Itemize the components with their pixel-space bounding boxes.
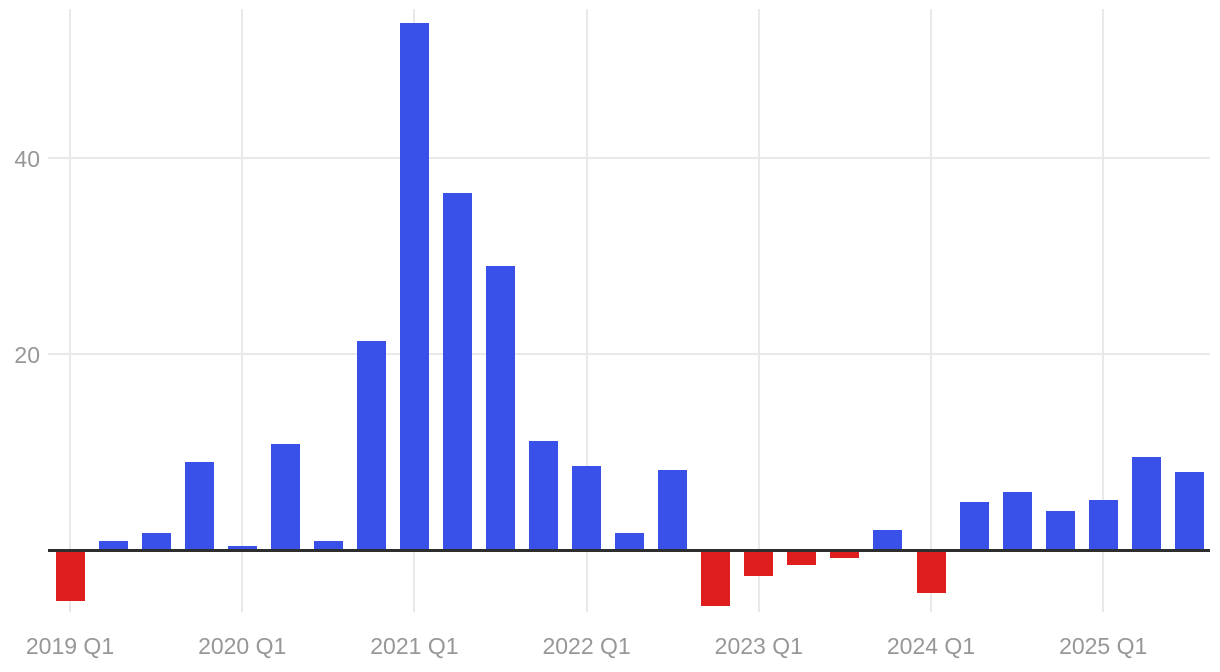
hgridline-20	[48, 353, 1210, 355]
x-tick-label: 2020 Q1	[198, 633, 287, 659]
y-tick-label: 40	[14, 145, 40, 172]
bar-2024-Q3	[1002, 491, 1032, 551]
bar-2025-Q3	[1174, 472, 1204, 551]
bar-2024-Q4	[1045, 511, 1075, 551]
bar-2023-Q2	[787, 550, 817, 566]
bar-2023-Q1	[744, 550, 774, 576]
bar-2019-Q4	[184, 462, 214, 551]
bar-2022-Q4	[701, 550, 731, 607]
bar-2022-Q2	[615, 532, 645, 551]
x-tick-label: 2025 Q1	[1059, 633, 1148, 659]
bar-2019-Q3	[141, 532, 171, 551]
bar-2020-Q2	[270, 443, 300, 551]
bar-2022-Q1	[572, 466, 602, 551]
bar-2021-Q4	[529, 440, 559, 551]
bar-2023-Q4	[873, 529, 903, 551]
bar-2019-Q1	[55, 550, 85, 602]
bar-2021-Q2	[442, 192, 472, 551]
bar-2023-Q3	[830, 550, 860, 559]
bar-2025-Q1	[1088, 499, 1118, 551]
vgridline-2024	[930, 9, 932, 612]
bar-2024-Q2	[959, 502, 989, 551]
bar-2020-Q4	[356, 340, 386, 551]
bar-2020-Q1	[227, 545, 257, 551]
vgridline-2022	[585, 9, 588, 612]
x-tick-label: 2022 Q1	[542, 633, 631, 659]
vgridline-2019	[69, 9, 71, 612]
vgridline-2023	[757, 9, 760, 612]
bar-2022-Q3	[658, 470, 688, 551]
bar-2019-Q2	[98, 540, 128, 551]
zero-axis-line	[48, 549, 1210, 552]
hgridline-40	[48, 157, 1210, 159]
x-tick-label: 2019 Q1	[25, 633, 115, 659]
x-tick-label: 2024 Q1	[886, 633, 976, 659]
x-tick-label: 2023 Q1	[714, 633, 803, 659]
bar-2024-Q1	[916, 550, 946, 593]
bar-2021-Q3	[486, 266, 515, 551]
x-tick-label: 2021 Q1	[370, 633, 459, 659]
vgridline-2020	[241, 9, 244, 612]
y-tick-label: 20	[14, 341, 40, 368]
bar-2020-Q3	[313, 540, 343, 551]
bar-2021-Q1	[399, 23, 429, 551]
bar-2025-Q2	[1131, 457, 1161, 551]
vgridline-2025	[1102, 9, 1105, 612]
